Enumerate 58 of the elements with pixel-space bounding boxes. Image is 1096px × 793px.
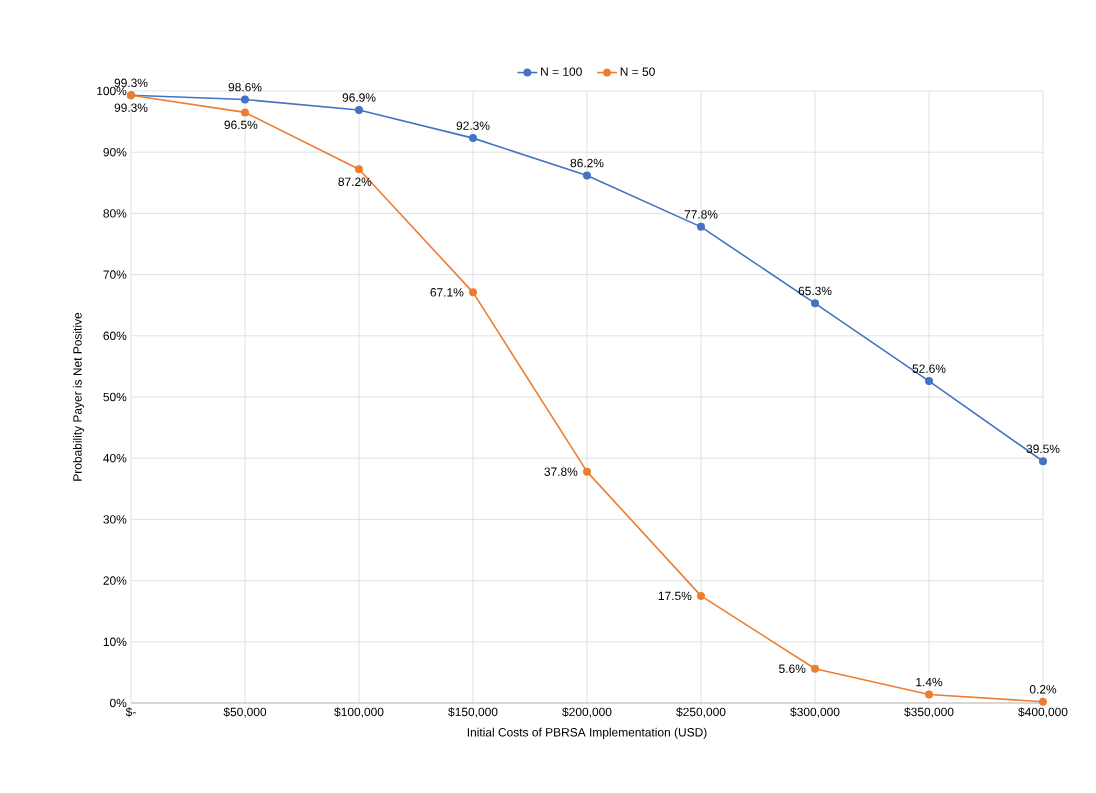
data-label: 96.5% [224, 120, 258, 130]
y-tick-label: 100% [97, 86, 127, 96]
data-label: 98.6% [228, 82, 262, 92]
data-label: 96.9% [342, 93, 376, 102]
x-tick-label: $100,000 [334, 707, 384, 718]
point [697, 591, 706, 600]
x-tick-label: $400,000 [1018, 707, 1068, 718]
data-label: 1.4% [916, 677, 943, 687]
y-tick-label: 30% [103, 515, 127, 524]
x-tick-label: $250,000 [676, 707, 726, 718]
x-tick-label: $200,000 [562, 707, 612, 718]
point [1039, 457, 1048, 466]
point [355, 165, 363, 174]
y-tick-label: 0% [110, 698, 127, 708]
legend-label: N = 50 [620, 67, 655, 76]
y-tick-label: 60% [103, 331, 127, 341]
data-label: 37.8% [544, 467, 578, 476]
y-tick-label: 70% [103, 270, 127, 279]
data-label: 99.3% [114, 78, 148, 88]
data-label: 0.2% [1029, 685, 1057, 694]
y-tick-label: 50% [103, 392, 127, 402]
data-label: 5.6% [779, 664, 806, 673]
y-tick-label: 90% [103, 147, 127, 157]
y-tick-label: 10% [103, 637, 127, 647]
point [469, 134, 477, 143]
data-label: 86.2% [570, 158, 604, 168]
point [697, 222, 706, 231]
data-label: 17.5% [658, 591, 692, 601]
x-tick-label: $50,000 [223, 707, 267, 718]
point [1039, 697, 1048, 706]
point [355, 105, 363, 114]
point [925, 690, 934, 699]
x-tick-label: $350,000 [904, 707, 954, 718]
x-tick-label: $300,000 [790, 707, 840, 718]
point [241, 108, 249, 117]
point [925, 377, 934, 386]
x-tick-label: $- [125, 707, 136, 717]
point [583, 467, 591, 476]
point [469, 288, 477, 297]
data-label: 87.2% [338, 177, 372, 186]
y-tick-label: 40% [103, 453, 127, 463]
data-label: 39.5% [1026, 444, 1060, 454]
legend-label: N = 100 [541, 67, 582, 76]
data-label: 92.3% [456, 121, 490, 130]
data-label: 77.8% [684, 210, 718, 219]
x-tick-label: $150,000 [448, 707, 498, 718]
point [241, 95, 249, 104]
point [811, 664, 820, 673]
data-label: 52.6% [912, 364, 946, 373]
y-axis-title: Probability Payer is Net Positive [72, 312, 85, 481]
x-axis-title: Initial Costs of PBRSA Implementation (USD) [467, 727, 707, 739]
point [811, 299, 820, 308]
data-label: 99.3% [114, 103, 148, 112]
data-label: 65.3% [798, 286, 832, 296]
y-tick-label: 20% [103, 576, 127, 585]
y-tick-label: 80% [103, 209, 127, 218]
data-label: 67.1% [430, 288, 464, 297]
point [583, 171, 591, 180]
